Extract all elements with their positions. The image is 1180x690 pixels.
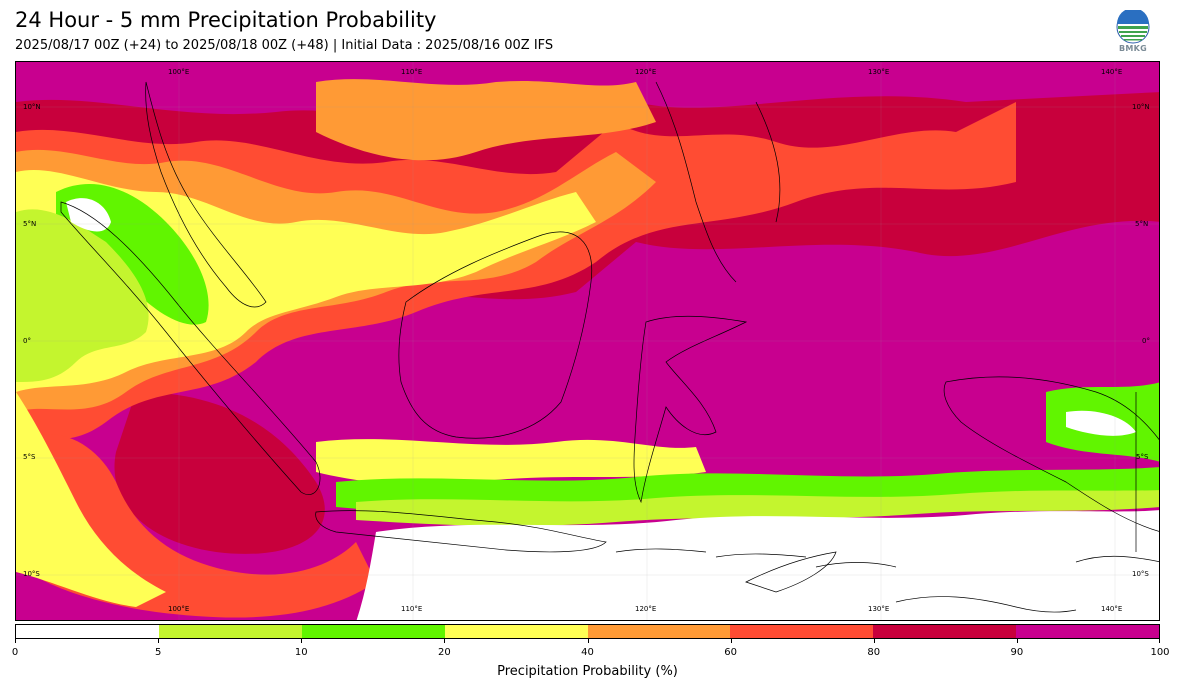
lat-label-right: 0° — [1142, 337, 1150, 345]
png-south-coast — [1075, 555, 1159, 563]
prob-20-40-java — [316, 439, 706, 486]
prob-5-10-west — [16, 209, 149, 382]
lon-label-bottom: 110°E — [401, 605, 423, 613]
lat-label-right: 10°N — [1132, 103, 1150, 111]
chart-title: 24 Hour - 5 mm Precipitation Probability — [15, 8, 437, 32]
colorbar-tick-label: 60 — [724, 647, 737, 658]
lon-label-bottom: 140°E — [1101, 605, 1123, 613]
malay-peninsula-coast — [145, 81, 267, 308]
lon-label-top: 110°E — [401, 68, 423, 76]
lat-label-left: 5°S — [23, 453, 36, 461]
colorbar-tick-label: 0 — [11, 647, 19, 658]
lat-label-left: 0° — [23, 337, 31, 345]
lon-label-top: 130°E — [868, 68, 890, 76]
lon-label-bottom: 120°E — [635, 605, 657, 613]
prob-20-40-south — [16, 392, 166, 607]
colorbar-tick — [444, 639, 446, 643]
logo-text: BMKG — [1118, 44, 1148, 53]
colorbar-tick-label: 20 — [438, 647, 451, 658]
colorbar-tick-label: 80 — [867, 647, 881, 658]
colorbar-segment — [158, 625, 302, 638]
colorbar-tick — [301, 639, 303, 643]
colorbar — [15, 624, 1160, 639]
colorbar-tick — [873, 639, 875, 643]
lat-label-left: 10°N — [23, 103, 41, 111]
colorbar-tick — [158, 639, 160, 643]
lon-label-top: 140°E — [1101, 68, 1123, 76]
coastlines — [60, 81, 1159, 613]
colorbar-tick — [587, 639, 589, 643]
lon-label-bottom: 100°E — [168, 605, 190, 613]
colorbar-tick — [1159, 639, 1160, 643]
colorbar-tick-label: 40 — [581, 647, 594, 658]
colorbar-segment — [587, 625, 731, 638]
prob-0-5-south — [356, 510, 1159, 620]
colorbar-segment — [730, 625, 874, 638]
colorbar-tick-label: 90 — [1010, 647, 1024, 658]
java-coast — [315, 510, 607, 553]
colorbar-title: Precipitation Probability (%) — [497, 664, 678, 679]
colorbar-tick — [15, 639, 16, 643]
colorbar-segment — [16, 625, 159, 638]
chart-subtitle: 2025/08/17 00Z (+24) to 2025/08/18 00Z (… — [15, 38, 554, 53]
bottom-islands — [895, 596, 1077, 613]
prob-40-60-north — [316, 79, 656, 161]
png-coast — [943, 376, 1159, 532]
prob-80-90-south — [114, 392, 325, 554]
gridlines — [16, 62, 1159, 620]
prob-5-10-south — [356, 490, 1159, 526]
philippines-coast — [655, 81, 781, 283]
colorbar-tick-label: 5 — [154, 647, 162, 658]
lat-label-right: 5°N — [1135, 220, 1149, 228]
colorbar-tick-label: 100 — [1150, 647, 1170, 658]
lat-label-left: 10°S — [23, 570, 40, 578]
borneo-coast — [398, 231, 593, 439]
sumatra-coast — [60, 201, 321, 495]
colorbar-segment — [1016, 625, 1159, 638]
timor-coast — [745, 551, 837, 593]
lat-label-right: 10°S — [1132, 570, 1149, 578]
lat-label-left: 5°N — [23, 220, 37, 228]
map-canvas — [16, 62, 1159, 620]
colorbar-tick — [730, 639, 732, 643]
prob-0-5-png-patch — [1066, 410, 1136, 436]
lon-label-bottom: 130°E — [868, 605, 890, 613]
lon-label-top: 100°E — [168, 68, 190, 76]
colorbar-segment — [873, 625, 1017, 638]
lat-label-right: 5°S — [1136, 453, 1149, 461]
colorbar-tick-label: 10 — [294, 647, 308, 658]
sulawesi-coast — [633, 315, 748, 504]
colorbar-segment — [301, 625, 445, 638]
colorbar-tick — [1016, 639, 1018, 643]
bmkg-logo-icon — [1116, 10, 1150, 44]
precipitation-map: 100°E 110°E 120°E 130°E 140°E 100°E 110°… — [15, 61, 1160, 621]
lon-label-top: 120°E — [635, 68, 657, 76]
colorbar-segment — [444, 625, 588, 638]
lesser-sunda-coast — [615, 548, 897, 568]
